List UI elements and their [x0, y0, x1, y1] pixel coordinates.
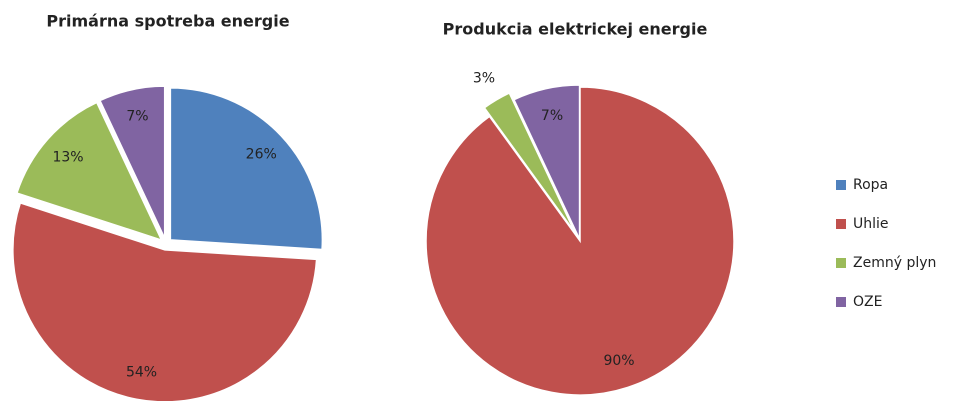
legend-label: Zemný plyn [853, 255, 936, 271]
pie-slice [425, 86, 735, 396]
pie-slice [15, 101, 163, 242]
pie-slice [98, 85, 166, 239]
legend-label: Uhlie [853, 216, 889, 232]
legend-swatch [836, 219, 846, 229]
pie-slice [512, 84, 581, 240]
chart-title: Primárna spotreba energie [46, 12, 289, 31]
data-label: 54% [126, 364, 157, 380]
legend-swatch [836, 258, 846, 268]
chart-title: Produkcia elektrickej energie [443, 20, 708, 39]
pie-slice [169, 87, 324, 251]
data-label: 90% [603, 353, 634, 369]
legend-swatch [836, 180, 846, 190]
data-label: 7% [126, 109, 148, 125]
data-label: 7% [541, 108, 563, 124]
data-label: 13% [52, 150, 83, 166]
legend-label: Ropa [853, 177, 888, 193]
pie-slice [12, 201, 318, 401]
data-label: 26% [246, 147, 277, 163]
pie-slice [483, 92, 576, 233]
data-label: 3% [473, 71, 495, 87]
legend-swatch [836, 297, 846, 307]
legend-label: OZE [853, 294, 882, 310]
